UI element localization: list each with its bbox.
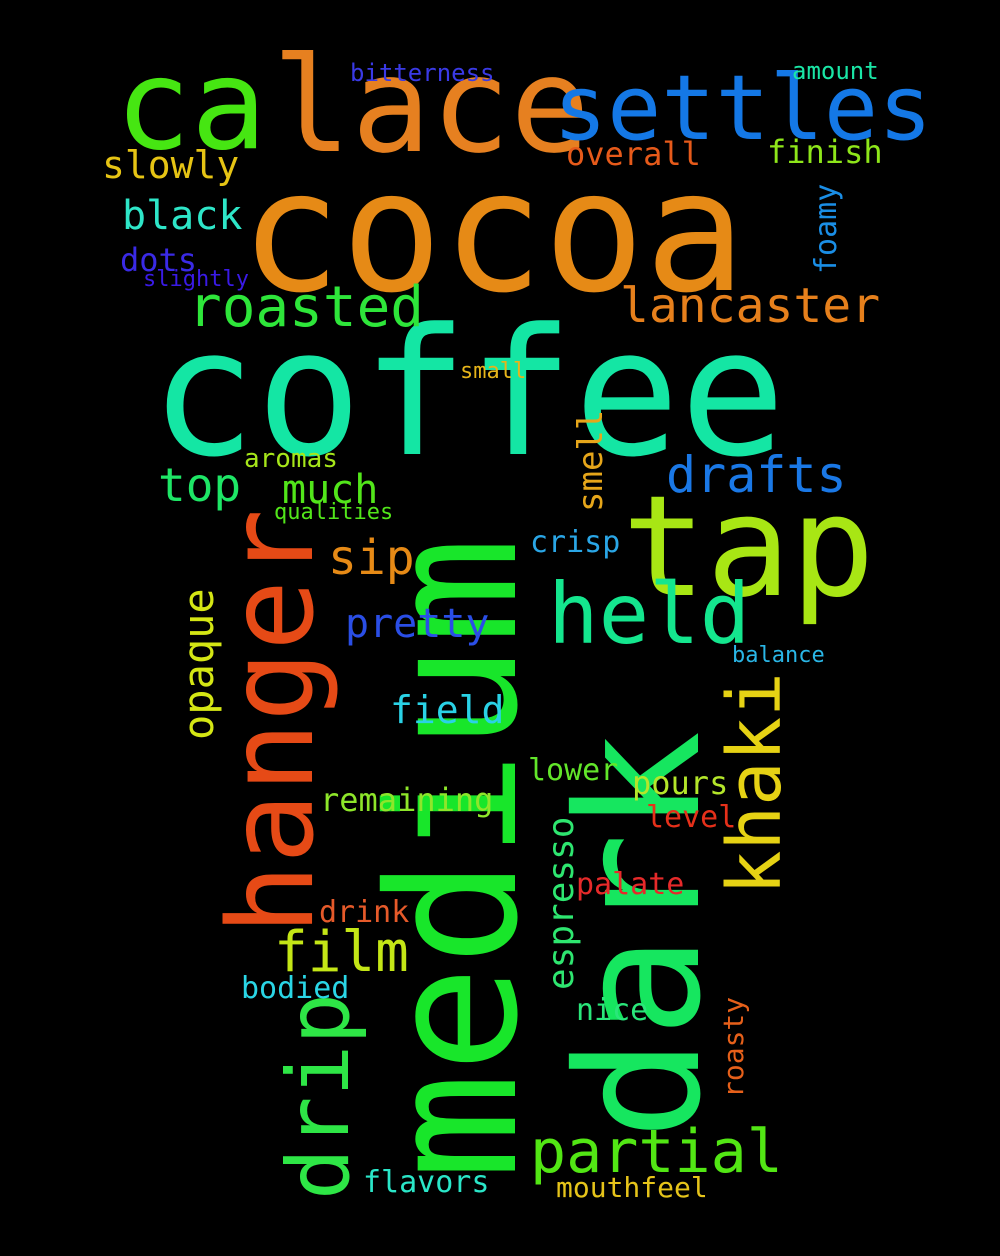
word-black: black	[122, 193, 243, 239]
word-qualities: qualities	[274, 500, 394, 525]
word-foamy: foamy	[809, 183, 844, 274]
word-tap: tap	[622, 466, 875, 629]
word-aromas: aromas	[244, 444, 338, 474]
word-top: top	[158, 458, 242, 512]
word-smell: smell	[571, 409, 611, 512]
word-khaki: khaki	[712, 672, 798, 895]
word-roasty: roasty	[717, 996, 750, 1098]
word-coffee: coffee	[150, 291, 786, 496]
word-bitterness: bitterness	[350, 59, 495, 87]
word-crisp: crisp	[530, 525, 621, 560]
word-film: film	[274, 920, 409, 985]
word-slowly: slowly	[102, 143, 240, 187]
word-bodied: bodied	[241, 971, 350, 1006]
word-hanger: hanger	[202, 508, 340, 935]
word-drink: drink	[319, 895, 410, 930]
word-dots: dots	[120, 241, 198, 279]
word-balance: balance	[732, 643, 825, 668]
word-held: held	[548, 565, 751, 663]
word-partial: partial	[530, 1117, 783, 1187]
word-ca: ca	[115, 31, 267, 178]
word-pours: pours	[632, 764, 729, 802]
word-nice: nice	[576, 993, 649, 1028]
word-pretty: pretty	[345, 601, 490, 647]
word-slightly: slightly	[143, 267, 249, 292]
word-remaining: remaining	[320, 781, 494, 819]
word-lancaster: lancaster	[620, 278, 881, 334]
word-finish: finish	[767, 133, 883, 171]
word-drafts: drafts	[666, 446, 847, 504]
word-small: small	[460, 359, 527, 384]
word-flavors: flavors	[363, 1165, 490, 1200]
word-roasted: roasted	[188, 275, 425, 340]
word-lace: lace	[272, 29, 590, 183]
word-mouthfeel: mouthfeel	[556, 1171, 708, 1204]
word-palate: palate	[576, 867, 685, 902]
word-lower: lower	[528, 753, 619, 788]
word-much: much	[282, 467, 379, 513]
word-espresso: espresso	[541, 816, 582, 990]
word-sip: sip	[328, 530, 415, 586]
word-opaque: opaque	[174, 588, 223, 740]
word-settles: settles	[553, 56, 933, 161]
word-cocoa: cocoa	[240, 134, 746, 330]
word-field: field	[390, 688, 505, 732]
word-amount: amount	[792, 57, 879, 85]
word-drip: drip	[269, 992, 369, 1200]
word-overall: overall	[566, 135, 701, 173]
word-level: level	[646, 800, 737, 835]
